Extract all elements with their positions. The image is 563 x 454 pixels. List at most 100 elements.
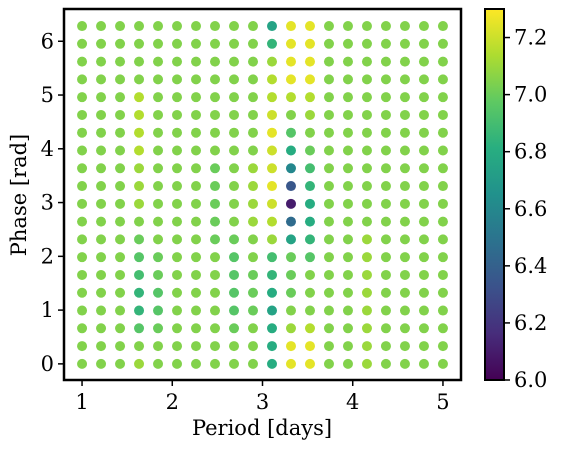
data-point <box>342 21 353 32</box>
data-point <box>229 38 240 49</box>
data-point <box>285 21 296 32</box>
data-point <box>172 305 183 316</box>
data-point <box>418 323 429 334</box>
data-point <box>172 145 183 156</box>
x-tick-label: 2 <box>166 390 179 414</box>
data-point <box>342 252 353 263</box>
data-point <box>342 269 353 280</box>
data-point <box>77 234 88 245</box>
data-point <box>323 323 334 334</box>
data-point <box>437 269 448 280</box>
data-point <box>210 127 221 138</box>
data-point <box>96 287 107 298</box>
data-point <box>361 252 372 263</box>
data-point <box>96 109 107 120</box>
data-point <box>134 269 145 280</box>
data-point <box>323 305 334 316</box>
data-point <box>229 145 240 156</box>
data-point <box>418 341 429 352</box>
data-point <box>323 163 334 174</box>
data-point <box>229 181 240 192</box>
data-point <box>418 269 429 280</box>
data-point <box>399 21 410 32</box>
data-point <box>361 305 372 316</box>
data-point <box>96 38 107 49</box>
data-point <box>96 305 107 316</box>
data-point <box>96 145 107 156</box>
data-point <box>210 287 221 298</box>
x-tick-label: 3 <box>256 390 269 414</box>
data-point <box>77 92 88 103</box>
data-point <box>342 145 353 156</box>
data-point <box>437 74 448 85</box>
data-point <box>153 109 164 120</box>
data-point <box>191 234 202 245</box>
data-point <box>342 127 353 138</box>
y-axis-label: Phase [rad] <box>7 134 31 256</box>
data-point <box>418 198 429 209</box>
data-point <box>267 252 277 263</box>
data-point <box>96 56 107 67</box>
data-point <box>361 269 372 280</box>
data-point <box>342 287 353 298</box>
data-point <box>437 341 448 352</box>
data-point <box>342 181 353 192</box>
data-point <box>77 21 88 32</box>
data-point <box>418 38 429 49</box>
data-point <box>437 287 448 298</box>
data-point <box>418 21 429 32</box>
data-point <box>380 269 391 280</box>
data-point <box>248 56 258 67</box>
data-point <box>229 305 240 316</box>
data-point <box>191 358 202 369</box>
data-point <box>77 341 88 352</box>
data-point <box>96 181 107 192</box>
data-point <box>210 38 221 49</box>
data-point <box>96 252 107 263</box>
data-point <box>285 109 296 120</box>
data-point <box>115 181 126 192</box>
data-point <box>153 287 164 298</box>
data-point <box>134 305 145 316</box>
data-point <box>437 305 448 316</box>
data-point <box>380 163 391 174</box>
data-point <box>115 358 126 369</box>
data-point <box>323 21 334 32</box>
data-point <box>153 181 164 192</box>
data-point <box>77 305 88 316</box>
data-point <box>191 109 202 120</box>
data-point <box>304 341 315 352</box>
data-point <box>229 127 240 138</box>
data-point <box>172 341 183 352</box>
data-point <box>304 56 315 67</box>
data-point <box>437 323 448 334</box>
y-tick-label: 2 <box>41 244 54 268</box>
data-point <box>115 252 126 263</box>
data-point <box>134 287 145 298</box>
data-point <box>267 198 277 209</box>
data-point <box>191 181 202 192</box>
data-point <box>399 305 410 316</box>
data-point <box>437 145 448 156</box>
data-point <box>191 163 202 174</box>
data-point <box>77 38 88 49</box>
data-point <box>134 252 145 263</box>
data-point <box>96 163 107 174</box>
data-point <box>134 198 145 209</box>
data-point <box>437 21 448 32</box>
data-point <box>342 323 353 334</box>
data-point <box>418 163 429 174</box>
colorbar-tick-label: 7.2 <box>514 26 547 50</box>
data-point <box>153 358 164 369</box>
data-point <box>210 234 221 245</box>
data-point <box>134 358 145 369</box>
data-point <box>115 145 126 156</box>
data-point <box>418 181 429 192</box>
data-point <box>437 198 448 209</box>
data-point <box>342 74 353 85</box>
data-point <box>115 163 126 174</box>
data-point <box>323 74 334 85</box>
data-point <box>115 305 126 316</box>
data-point <box>77 145 88 156</box>
